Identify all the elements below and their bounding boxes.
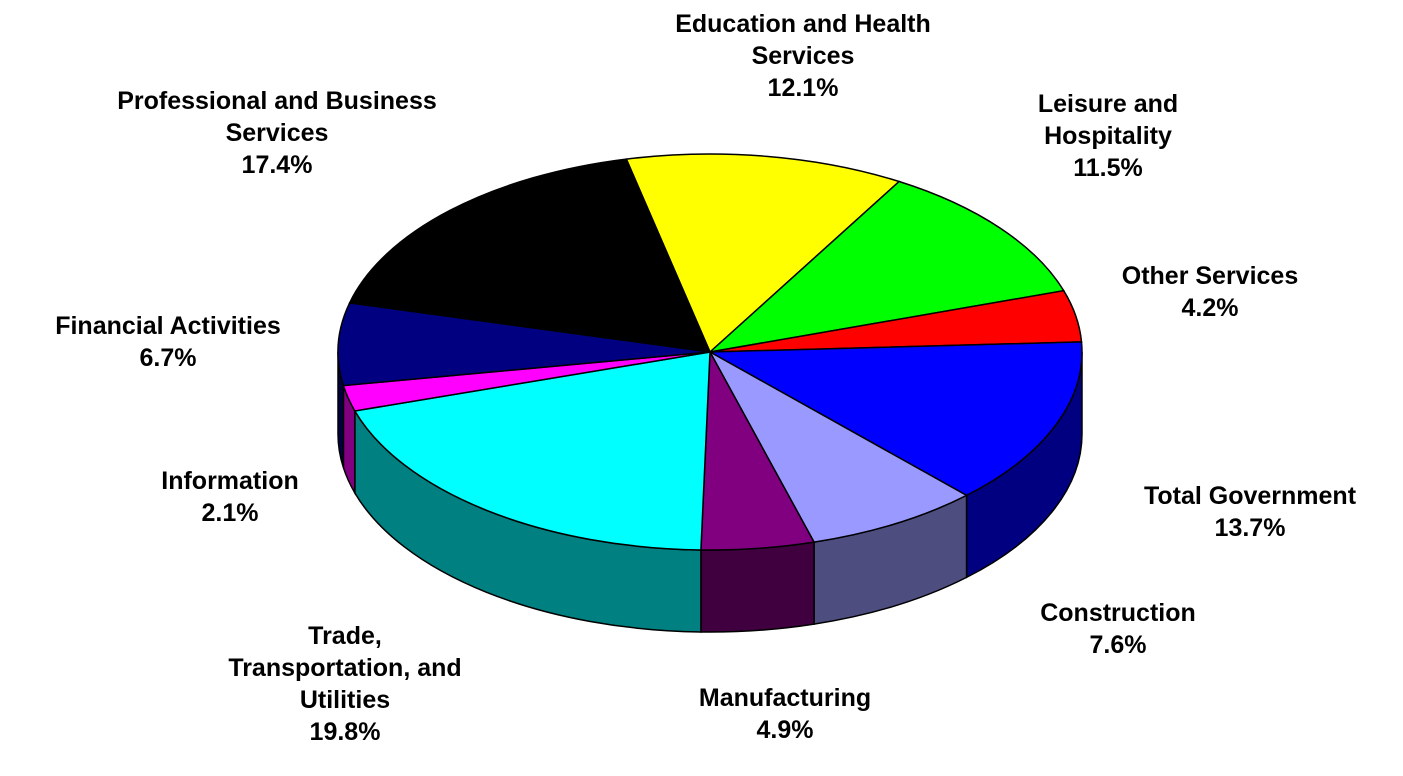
- value-label: 7.6%: [1089, 631, 1147, 659]
- slice: [707, 341, 1083, 497]
- slice-label: Information 2.1%: [110, 465, 350, 529]
- slice-label: Financial Activities 6.7%: [0, 310, 338, 374]
- category-name: Other Services: [1121, 262, 1299, 290]
- slice: [625, 153, 901, 354]
- value-label: 19.8%: [309, 718, 381, 746]
- value-label: 11.5%: [1073, 154, 1143, 182]
- slice-label: Manufacturing 4.9%: [655, 682, 915, 746]
- slice-label: Construction 7.6%: [988, 597, 1248, 661]
- value-label: 6.7%: [139, 344, 197, 372]
- slice: [348, 158, 712, 353]
- category-name: Total Government: [1143, 482, 1357, 510]
- value-label: 2.1%: [201, 499, 259, 527]
- category-name: Manufacturing: [698, 684, 872, 712]
- slice: [708, 350, 969, 543]
- category-name: Information: [161, 467, 299, 495]
- category-name: Education and Health Services: [675, 10, 931, 70]
- slice: [353, 351, 711, 551]
- value-label: 17.4%: [241, 151, 313, 179]
- value-label: 12.1%: [767, 74, 839, 102]
- slice-side: [700, 541, 815, 633]
- category-name: Financial Activities: [55, 312, 281, 340]
- slice-label: Other Services 4.2%: [1060, 260, 1360, 324]
- slice: [337, 302, 711, 387]
- slice-label: Total Government 13.7%: [1090, 480, 1403, 544]
- slice-label: Trade, Transportation, and Utilities 19.8…: [225, 620, 465, 748]
- slice-label: Education and Health Services 12.1%: [663, 8, 943, 104]
- category-name: Construction: [1040, 599, 1196, 627]
- category-name: Leisure and Hospitality: [1037, 90, 1179, 150]
- slice-label: Professional and Business Services 17.4%: [117, 85, 437, 181]
- category-name: Professional and Business Services: [117, 87, 437, 147]
- value-label: 13.7%: [1214, 514, 1286, 542]
- value-label: 4.2%: [1181, 294, 1239, 322]
- value-label: 4.9%: [756, 716, 814, 744]
- slice-label: Leisure and Hospitality 11.5%: [1008, 88, 1208, 184]
- slice: [707, 180, 1065, 354]
- category-name: Trade, Transportation, and Utilities: [228, 622, 462, 714]
